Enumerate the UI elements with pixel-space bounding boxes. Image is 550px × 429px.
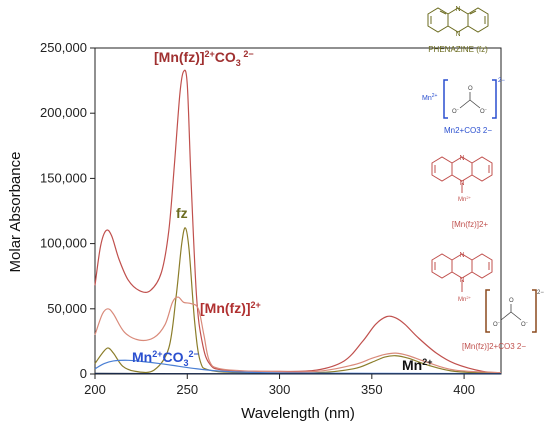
x-tick-label: 400 [453,382,475,397]
phenazine-n-bottom: N [455,31,460,38]
svg-text:Mn2+: Mn2+ [422,93,438,102]
annotation-mn-fz: [Mn(fz)]2+ [200,300,261,316]
mn-fz-co3-mn: Mn2+ [458,295,472,303]
y-tick-label: 250,000 [40,40,87,55]
series-layer [94,69,502,375]
series-line-4 [94,372,502,375]
annotation-mn: Mn2+ [402,357,432,373]
y-axis: 0 50,000 100,000 150,000 200,000 250,000 [40,40,95,381]
mn-fz-co3-n-top: N [459,252,464,259]
annotation-mn-fz-co3: [Mn(fz)]2+CO3 2− [154,49,254,68]
series-line-0 [94,69,502,374]
phenazine-n-top: N [455,6,460,13]
plot-frame [94,47,502,375]
mn-carbonate-label: Mn2+CO3 2− [444,126,492,135]
y-axis-label: Molar Absorbance [7,152,24,273]
phenazine-structure [427,7,489,33]
mn-fz-co3-label: [Mn(fz)]2+CO3 2− [462,342,526,351]
mn-fz-co3-carbonate: 2− O O− O− [485,289,544,333]
svg-text:O−: O− [521,320,529,328]
svg-text:O: O [509,298,514,304]
svg-text:O−: O− [452,107,460,115]
mn-fz-mn: Mn2+ [458,195,472,203]
mn-fz-n-top: N [459,155,464,162]
svg-text:2−: 2− [498,78,505,84]
y-tick-label: 0 [80,366,87,381]
svg-text:O−: O− [493,320,501,328]
x-axis: 200 250 300 350 400 [84,374,475,397]
mn-fz-structure [431,156,493,193]
x-tick-label: 200 [84,382,106,397]
mn-fz-label: [Mn(fz)]2+ [452,220,489,229]
series-line-1 [94,227,502,374]
annotation-mn-co3: Mn2+CO32− [132,349,199,368]
y-tick-label: 50,000 [47,301,87,316]
svg-text:O−: O− [480,107,488,115]
x-tick-label: 250 [176,382,198,397]
phenazine-label: PHENAZINE (fz) [428,45,488,54]
mn-fz-co3-n-bottom: N [459,277,464,284]
x-tick-label: 350 [361,382,383,397]
series-line-2 [94,296,502,374]
x-axis-label: Wavelength (nm) [241,405,355,422]
y-tick-label: 200,000 [40,105,87,120]
y-tick-label: 150,000 [40,170,87,185]
y-tick-label: 100,000 [40,236,87,251]
svg-text:O: O [468,86,473,92]
mn-fz-n-bottom: N [459,180,464,187]
x-tick-label: 300 [269,382,291,397]
annotation-fz: fz [176,205,188,221]
svg-text:2−: 2− [537,290,544,296]
mn-fz-carbonate-structure [431,253,493,292]
mn-carbonate-structure: Mn2+ 2− O O− O− [422,78,505,119]
